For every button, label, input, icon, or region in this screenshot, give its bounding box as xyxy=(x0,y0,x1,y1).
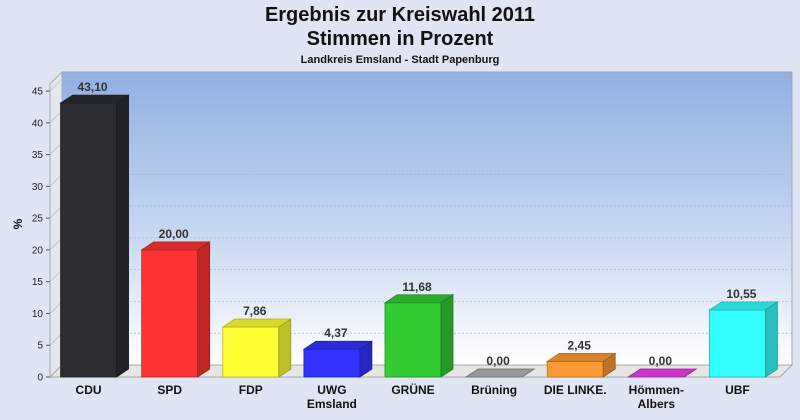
value-label: 4,37 xyxy=(324,326,348,340)
category-label-line: Emsland xyxy=(307,397,357,411)
bar-4 xyxy=(383,294,455,378)
gridline-side xyxy=(49,301,63,314)
category-label-line: UWG xyxy=(317,383,346,397)
value-label: 2,45 xyxy=(568,338,592,352)
value-label: 0,00 xyxy=(649,354,673,368)
y-tick-label: 35 xyxy=(32,150,44,161)
bar-side xyxy=(359,340,373,378)
gridline-side xyxy=(49,237,63,251)
bar-side xyxy=(765,301,778,378)
bar-side xyxy=(278,318,292,378)
y-tick-label: 20 xyxy=(32,245,44,256)
value-label: 20,00 xyxy=(159,227,189,241)
gridline-side xyxy=(49,142,63,155)
y-tick-label: 10 xyxy=(32,309,44,320)
y-tick-label: 15 xyxy=(32,277,44,288)
bar-front xyxy=(384,302,442,378)
category-label-line: UBF xyxy=(725,383,750,397)
bar-front xyxy=(546,361,604,378)
bar-front xyxy=(303,348,361,378)
bar-8 xyxy=(708,301,779,378)
y-axis-label: % xyxy=(11,218,25,229)
bar-side xyxy=(116,94,129,378)
bar-flat xyxy=(627,368,698,378)
bar-2 xyxy=(221,318,293,378)
bar-7 xyxy=(627,368,698,378)
bar-flat xyxy=(464,368,536,378)
gridline-side xyxy=(49,78,63,92)
chart-title: Ergebnis zur Kreiswahl 2011 xyxy=(264,4,536,26)
bar-front xyxy=(222,326,280,378)
category-label-line: Hömmen- xyxy=(629,383,684,397)
category-label-line: SPD xyxy=(157,383,182,397)
category-label-line: Brüning xyxy=(471,383,517,397)
category-label: GRÜNE xyxy=(391,382,434,397)
chart-subtitle: Stimmen in Prozent xyxy=(306,28,494,50)
gridline-side xyxy=(49,110,63,124)
y-tick-label: 45 xyxy=(32,87,44,98)
y-tick-label: 0 xyxy=(37,373,43,384)
bar-1 xyxy=(140,241,211,378)
value-label: 43,10 xyxy=(78,80,108,94)
category-label: UBF xyxy=(725,383,750,397)
bar-5 xyxy=(464,368,536,378)
bar-front xyxy=(709,309,766,378)
y-tick-label: 30 xyxy=(32,182,44,193)
bar-side xyxy=(602,352,616,378)
category-label-line: GRÜNE xyxy=(391,382,434,397)
category-label: FDP xyxy=(239,383,263,397)
category-label: CDU xyxy=(76,383,102,397)
bar-6 xyxy=(545,352,617,378)
category-label-line: CDU xyxy=(76,383,102,397)
bar-0 xyxy=(59,94,130,378)
y-tick-label: 5 xyxy=(37,341,43,352)
bar-side xyxy=(440,294,454,378)
bar-front xyxy=(60,102,117,378)
gridline-side xyxy=(49,332,63,346)
category-label: DIE LINKE. xyxy=(544,383,607,397)
category-label: UWG Emsland xyxy=(307,383,357,411)
y-tick-label: 40 xyxy=(32,118,44,129)
gridline-side xyxy=(49,269,63,282)
value-label: 7,86 xyxy=(243,304,267,318)
gridline-side xyxy=(49,174,63,187)
value-label: 10,55 xyxy=(726,287,756,301)
category-label-line: Albers xyxy=(638,397,676,411)
value-label: 0,00 xyxy=(486,354,510,368)
bar-side xyxy=(197,241,211,378)
category-label-line: DIE LINKE. xyxy=(544,383,607,397)
bar-front xyxy=(141,249,199,378)
y-tick-label: 25 xyxy=(32,214,44,225)
gridline-side xyxy=(49,205,63,219)
category-label: SPD xyxy=(157,383,182,397)
value-label: 11,68 xyxy=(402,280,432,294)
category-label-line: FDP xyxy=(239,383,263,397)
category-label: Hömmen-Albers xyxy=(629,383,684,411)
chart-region-subtitle: Landkreis Emsland - Stadt Papenburg xyxy=(300,54,500,66)
category-label: Brüning xyxy=(471,383,517,397)
bar-3 xyxy=(302,340,374,378)
